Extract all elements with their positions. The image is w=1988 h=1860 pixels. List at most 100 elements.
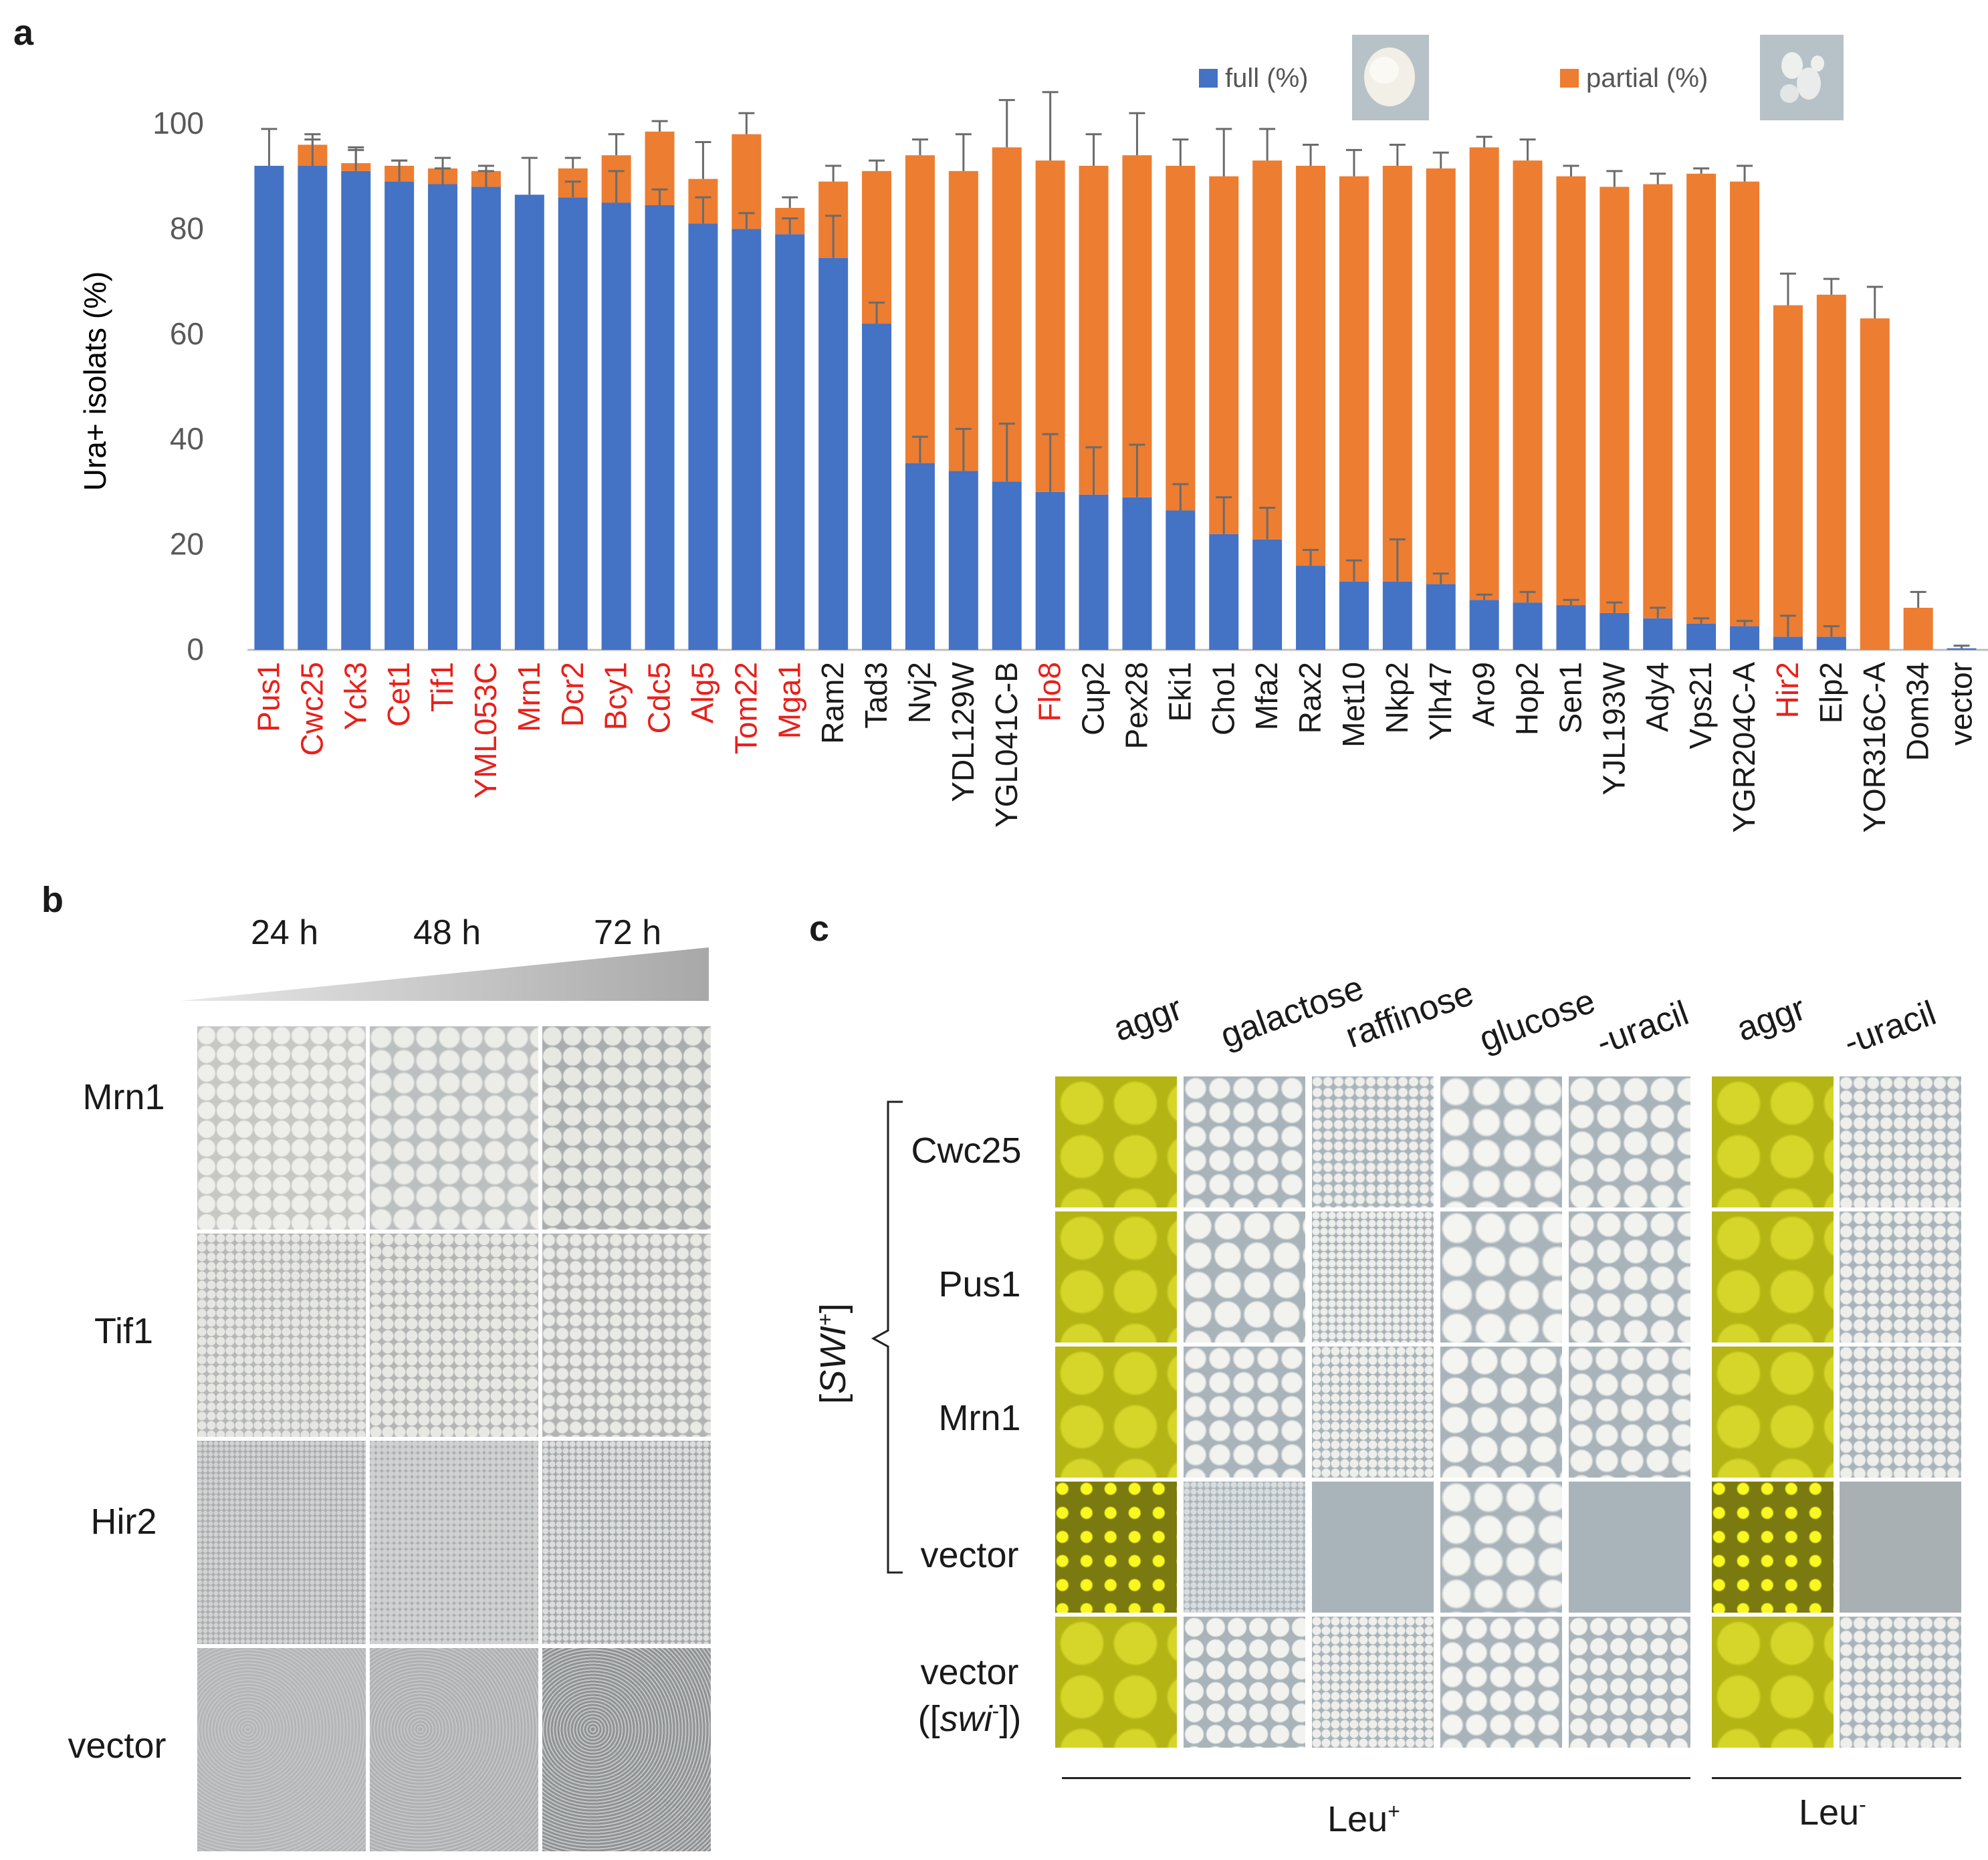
bar-full [1035, 491, 1065, 650]
plate-image [1569, 1211, 1690, 1343]
plate-image-grid [197, 1026, 712, 1852]
x-category-label: Yck3 [338, 662, 372, 730]
x-category-label: Cup2 [1076, 662, 1111, 735]
swi-plus-bracket [871, 1100, 903, 1574]
bar-full [428, 184, 458, 650]
x-category-label: YJL193W [1596, 661, 1631, 795]
partial-colony-photo [1760, 35, 1844, 120]
x-category-label: Nvj2 [902, 662, 937, 723]
plate-image [1840, 1482, 1961, 1613]
plate-image [542, 1026, 711, 1230]
c-row-swi-minus-label: ([swi-]) [917, 1699, 1022, 1739]
x-category-label: Mga1 [772, 662, 806, 739]
x-category-label: Sen1 [1553, 662, 1587, 733]
bar-full [471, 187, 501, 650]
row-label-hir2: Hir2 [90, 1502, 157, 1542]
bar-full [732, 229, 762, 650]
plate-image [542, 1234, 711, 1437]
plate-image [1569, 1347, 1690, 1478]
bar-full [862, 324, 892, 650]
bar-full [601, 203, 631, 650]
plate-image [1312, 1482, 1434, 1613]
plate-image [1440, 1076, 1562, 1207]
time-24h: 24 h [251, 913, 319, 952]
swi-plus-label: [SWI+] [813, 1303, 853, 1404]
bar-partial [1079, 165, 1109, 495]
bar-full [1686, 623, 1717, 650]
plate-image [1055, 1347, 1177, 1478]
col-header-uracil-leu-minus: -uracil [1838, 994, 1941, 1063]
leu-plus-label: Leu+ [1327, 1799, 1400, 1839]
bar-full [992, 481, 1022, 650]
panel-c-label: c [809, 909, 830, 949]
x-category-label: Cet1 [381, 662, 416, 727]
bar-full [298, 165, 328, 650]
leu-minus-label: Leu- [1799, 1792, 1866, 1833]
col-header-aggr-leu-minus: aggr [1731, 988, 1811, 1050]
bar-full [1513, 602, 1543, 650]
plate-image [1840, 1076, 1961, 1207]
bar-full [1252, 539, 1283, 650]
plate-image [1312, 1211, 1434, 1343]
panel-b-label: b [41, 880, 64, 920]
plate-image [1184, 1617, 1305, 1748]
x-category-label: Hop2 [1510, 662, 1545, 735]
plate-image [1840, 1617, 1961, 1748]
full-colony-photo [1352, 35, 1429, 120]
plate-image [197, 1026, 366, 1230]
plate-grid-leu-minus [1712, 1076, 1961, 1752]
c-row-cwc25: Cwc25 [911, 1131, 1022, 1171]
bar-full [1209, 534, 1239, 650]
bar-full [1382, 581, 1412, 650]
x-category-label: vector [1944, 662, 1979, 745]
c-row-vector: vector [920, 1535, 1019, 1575]
x-category-label: Met10 [1336, 662, 1371, 747]
x-category-label: YML053C [468, 662, 503, 799]
x-category-label: Dom34 [1900, 662, 1935, 761]
bar-full [1730, 626, 1760, 650]
legend-full-label: full (%) [1225, 64, 1308, 93]
plate-image [1055, 1211, 1177, 1343]
bar-full [818, 257, 849, 650]
bar-partial [905, 155, 935, 463]
x-category-label: Mrn1 [512, 662, 546, 732]
bar-full [645, 205, 675, 650]
x-category-label: Bcy1 [598, 662, 633, 730]
bar-partial [1513, 160, 1543, 603]
c-row-vector-swi: vector [920, 1652, 1019, 1692]
bar-full [1339, 581, 1369, 650]
col-header-galactose: galactose [1215, 968, 1369, 1056]
x-category-label: Mfa2 [1249, 662, 1284, 730]
y-tick-label: 0 [187, 632, 204, 667]
bar-full [1166, 510, 1196, 650]
bar-full [1773, 636, 1803, 650]
x-category-label: Hir2 [1770, 662, 1805, 718]
time-gradient-triangle [181, 947, 709, 1001]
plate-image [1712, 1347, 1834, 1478]
x-category-label: Tom22 [728, 662, 763, 754]
bar-partial [1686, 173, 1717, 624]
c-row-mrn1: Mrn1 [938, 1398, 1021, 1438]
plate-image [1569, 1076, 1690, 1207]
row-label-vector: vector [68, 1726, 167, 1766]
x-category-label: YDL129W [946, 661, 980, 802]
bar-full [1816, 636, 1846, 650]
plate-image [1312, 1617, 1434, 1748]
bar-partial [1469, 147, 1499, 600]
plate-image [1712, 1211, 1834, 1343]
bar-partial [1730, 181, 1760, 626]
panel-a-label: a [13, 13, 34, 53]
row-label-tif1: Tif1 [94, 1311, 153, 1351]
bar-partial [1382, 165, 1412, 582]
plate-image [197, 1648, 366, 1851]
plate-image [1184, 1482, 1305, 1613]
y-tick-label: 80 [170, 211, 204, 245]
x-category-label: Aro9 [1466, 662, 1501, 727]
x-category-label: YOR316C-A [1857, 662, 1892, 833]
bar-full [1556, 605, 1586, 650]
col-header-aggr: aggr [1108, 988, 1188, 1050]
bar-full [905, 463, 935, 650]
leu-minus-underline [1712, 1777, 1961, 1779]
legend-partial-label: partial (%) [1586, 64, 1708, 93]
x-category-label: Alg5 [685, 662, 720, 723]
